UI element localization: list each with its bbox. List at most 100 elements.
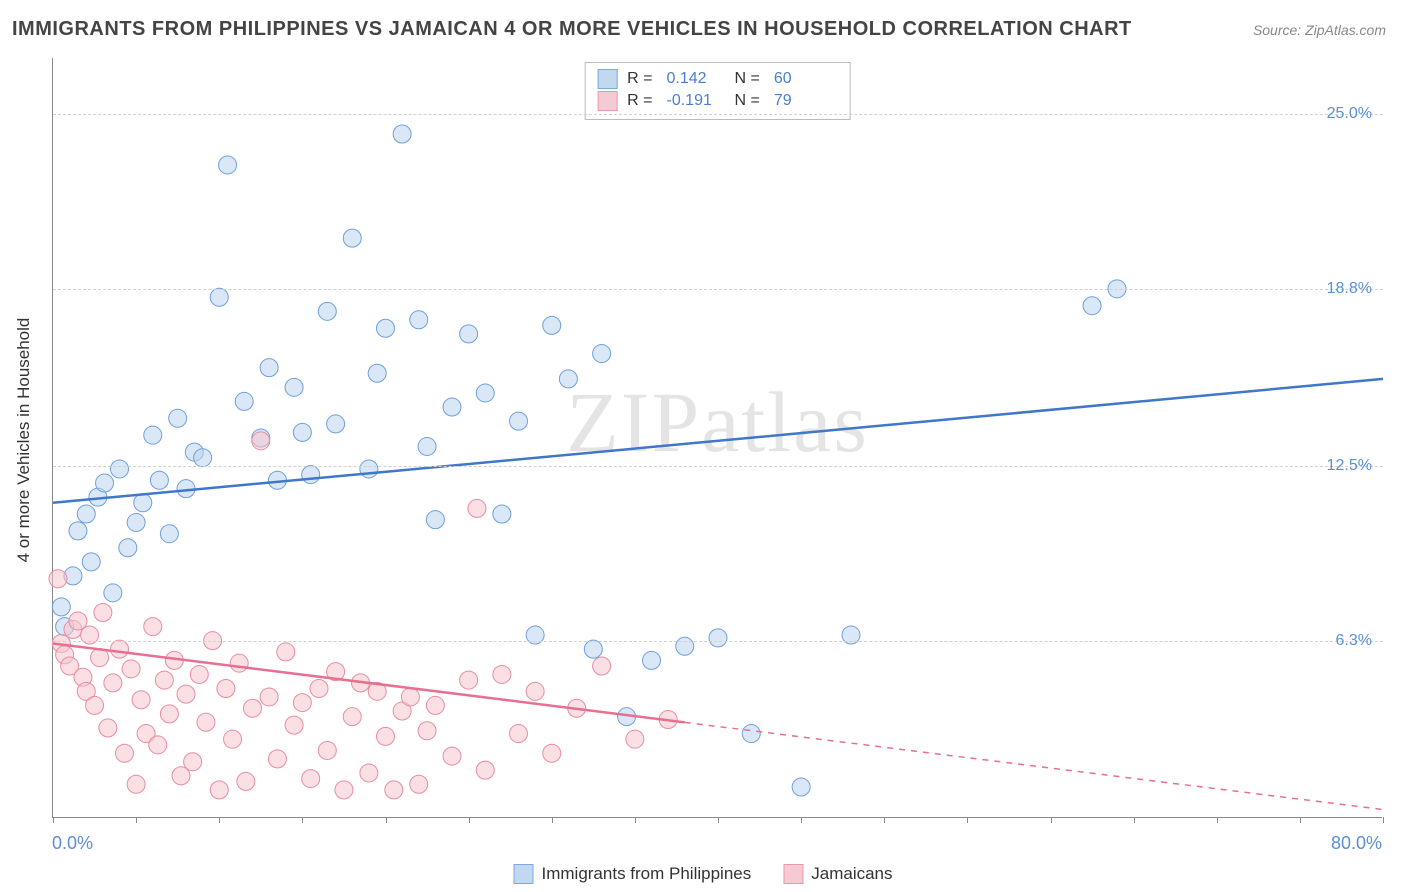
data-point <box>293 694 311 712</box>
data-point <box>127 775 145 793</box>
data-point <box>122 660 140 678</box>
data-point <box>626 730 644 748</box>
x-tick <box>635 817 636 823</box>
data-point <box>410 311 428 329</box>
x-tick <box>718 817 719 823</box>
data-point <box>86 696 104 714</box>
data-point <box>418 437 436 455</box>
stats-row-1: R = -0.191 N = 79 <box>597 91 832 111</box>
data-point <box>792 778 810 796</box>
data-point <box>593 345 611 363</box>
data-point <box>82 553 100 571</box>
data-point <box>559 370 577 388</box>
y-tick-label: 6.3% <box>1336 632 1372 650</box>
data-point <box>252 432 270 450</box>
swatch-series-0 <box>597 69 617 89</box>
data-point <box>327 415 345 433</box>
plot-wrap: ZIPatlas R = 0.142 N = 60 R = -0.191 N =… <box>52 58 1382 818</box>
data-point <box>643 651 661 669</box>
data-point <box>194 449 212 467</box>
n-label: N = <box>735 92 760 110</box>
data-point <box>268 750 286 768</box>
x-tick <box>469 817 470 823</box>
data-point <box>224 730 242 748</box>
x-tick <box>53 817 54 823</box>
data-point <box>335 781 353 799</box>
data-point <box>260 359 278 377</box>
data-point <box>385 781 403 799</box>
plot-area: ZIPatlas R = 0.142 N = 60 R = -0.191 N =… <box>52 58 1382 818</box>
legend-swatch-0 <box>513 864 533 884</box>
scatter-svg <box>53 58 1383 818</box>
data-point <box>543 744 561 762</box>
data-point <box>302 770 320 788</box>
trend-line-extrapolated <box>685 722 1383 809</box>
n-value-1: 79 <box>774 92 832 110</box>
data-point <box>235 392 253 410</box>
data-point <box>277 643 295 661</box>
legend-item-0: Immigrants from Philippines <box>513 864 751 884</box>
x-tick <box>136 817 137 823</box>
data-point <box>443 747 461 765</box>
legend-swatch-1 <box>783 864 803 884</box>
r-value-0: 0.142 <box>667 70 725 88</box>
data-point <box>111 640 129 658</box>
data-point <box>742 725 760 743</box>
data-point <box>377 319 395 337</box>
x-tick <box>302 817 303 823</box>
data-point <box>94 604 112 622</box>
x-axis-max-label: 80.0% <box>1331 833 1382 854</box>
data-point <box>144 618 162 636</box>
x-tick <box>967 817 968 823</box>
data-point <box>285 716 303 734</box>
data-point <box>476 384 494 402</box>
data-point <box>443 398 461 416</box>
data-point <box>219 156 237 174</box>
data-point <box>510 725 528 743</box>
data-point <box>584 640 602 658</box>
stats-row-0: R = 0.142 N = 60 <box>597 69 832 89</box>
r-label: R = <box>627 70 652 88</box>
data-point <box>293 423 311 441</box>
data-point <box>134 494 152 512</box>
data-point <box>1083 297 1101 315</box>
gridline <box>53 289 1383 291</box>
data-point <box>285 378 303 396</box>
data-point <box>543 316 561 334</box>
data-point <box>132 691 150 709</box>
data-point <box>69 522 87 540</box>
x-tick <box>884 817 885 823</box>
legend-label-0: Immigrants from Philippines <box>541 864 751 884</box>
data-point <box>149 736 167 754</box>
data-point <box>410 775 428 793</box>
data-point <box>426 696 444 714</box>
data-point <box>493 665 511 683</box>
data-point <box>96 474 114 492</box>
data-point <box>343 229 361 247</box>
data-point <box>150 471 168 489</box>
x-tick <box>552 817 553 823</box>
y-tick-label: 25.0% <box>1327 105 1372 123</box>
data-point <box>197 713 215 731</box>
data-point <box>393 125 411 143</box>
data-point <box>709 629 727 647</box>
data-point <box>160 525 178 543</box>
data-point <box>99 719 117 737</box>
data-point <box>237 772 255 790</box>
data-point <box>368 364 386 382</box>
data-point <box>360 764 378 782</box>
data-point <box>230 654 248 672</box>
y-axis-title: 4 or more Vehicles in Household <box>14 318 34 563</box>
data-point <box>318 741 336 759</box>
stats-legend: R = 0.142 N = 60 R = -0.191 N = 79 <box>584 62 851 120</box>
gridline <box>53 114 1383 116</box>
y-tick-label: 12.5% <box>1327 457 1372 475</box>
data-point <box>460 671 478 689</box>
data-point <box>190 665 208 683</box>
x-tick <box>219 817 220 823</box>
data-point <box>119 539 137 557</box>
r-value-1: -0.191 <box>667 92 725 110</box>
data-point <box>343 708 361 726</box>
data-point <box>468 499 486 517</box>
x-tick <box>1300 817 1301 823</box>
